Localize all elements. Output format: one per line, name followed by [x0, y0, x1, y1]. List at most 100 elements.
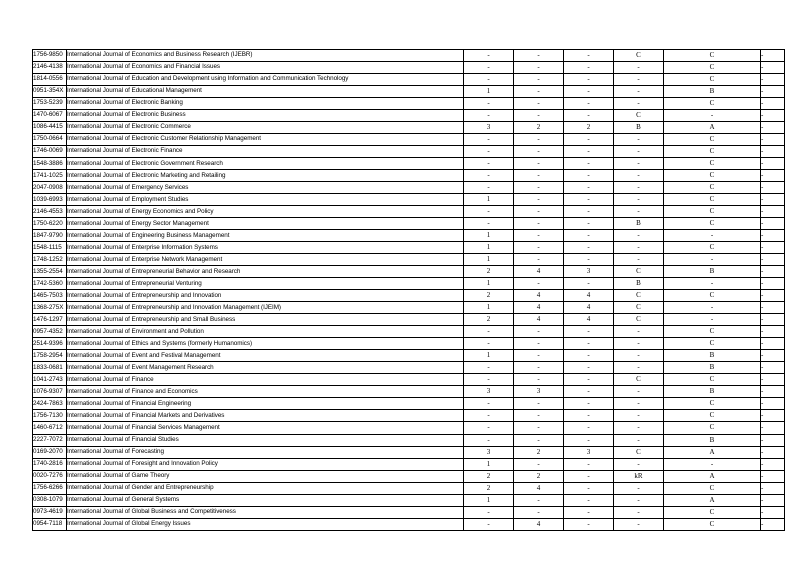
cell-journal-title: International Journal of Entrepreneurshi…: [66, 301, 464, 315]
table-row[interactable]: 2146-4553 International Journal of Energy…: [32, 205, 785, 219]
cell-issn: 1039-6993: [32, 193, 67, 207]
cell-rank-r1: -: [463, 61, 514, 75]
cell-issn: 1833-0681: [32, 361, 67, 375]
table-row[interactable]: 0308-1079 International Journal of Genera…: [32, 493, 785, 507]
table-row[interactable]: 1039-6993 International Journal of Employ…: [32, 193, 785, 207]
cell-issn: 1742-5360: [32, 277, 67, 291]
cell-rank-r3: -: [563, 169, 614, 183]
cell-rank-r2: 4: [513, 265, 564, 279]
table-row[interactable]: 0954-7118 International Journal of Global…: [32, 517, 785, 531]
cell-rank-r2: -: [513, 337, 564, 351]
cell-journal-title: International Journal of Electronic Comm…: [66, 121, 464, 135]
table-row[interactable]: 1750-0664 International Journal of Electr…: [32, 133, 785, 147]
table-row[interactable]: 1753-5239 International Journal of Electr…: [32, 97, 785, 111]
cell-rank-r1: 3: [463, 121, 514, 135]
cell-issn: 1756-7130: [32, 409, 67, 423]
cell-rank-r5: C: [663, 289, 761, 303]
cell-rank-r6: -: [760, 421, 785, 435]
cell-issn: 1741-1025: [32, 169, 67, 183]
cell-journal-title: International Journal of Electronic Mark…: [66, 169, 464, 183]
cell-rank-r2: -: [513, 145, 564, 159]
table-row[interactable]: 1750-6220 International Journal of Energy…: [32, 217, 785, 231]
cell-rank-r2: -: [513, 133, 564, 147]
table-row[interactable]: 0973-4619 International Journal of Global…: [32, 505, 785, 519]
cell-rank-r1: -: [463, 133, 514, 147]
cell-issn: 2227-7072: [32, 433, 67, 447]
table-row[interactable]: 0957-4352 International Journal of Enviro…: [32, 325, 785, 339]
cell-rank-r5: B: [663, 433, 761, 447]
cell-issn: 0973-4619: [32, 505, 67, 519]
cell-issn: 1548-3886: [32, 157, 67, 171]
cell-rank-r3: -: [563, 457, 614, 471]
cell-rank-r4: -: [613, 97, 664, 111]
cell-rank-r4: -: [613, 133, 664, 147]
table-row[interactable]: 1756-9850 International Journal of Econom…: [32, 48, 785, 63]
cell-rank-r5: C: [663, 337, 761, 351]
cell-rank-r6: -: [760, 73, 785, 87]
cell-rank-r1: -: [463, 181, 514, 195]
table-row[interactable]: 1476-1297 International Journal of Entrep…: [32, 313, 785, 327]
cell-rank-r1: 3: [463, 385, 514, 399]
table-row[interactable]: 1847-9790 International Journal of Engine…: [32, 229, 785, 243]
cell-rank-r2: -: [513, 253, 564, 267]
cell-rank-r1: 1: [463, 229, 514, 243]
table-row[interactable]: 1548-3886 International Journal of Electr…: [32, 157, 785, 171]
cell-rank-r3: -: [563, 385, 614, 399]
cell-issn: 1847-9790: [32, 229, 67, 243]
table-row[interactable]: 1460-6712 International Journal of Financ…: [32, 421, 785, 435]
table-row[interactable]: 2514-9396 International Journal of Ethics…: [32, 337, 785, 351]
cell-rank-r1: -: [463, 48, 514, 63]
cell-rank-r2: 4: [513, 301, 564, 315]
cell-rank-r5: C: [663, 157, 761, 171]
table-row[interactable]: 1748-1252 International Journal of Enterp…: [32, 253, 785, 267]
table-row[interactable]: 1086-4415 International Journal of Electr…: [32, 121, 785, 135]
cell-rank-r3: -: [563, 493, 614, 507]
table-row[interactable]: 1740-2816 International Journal of Foresi…: [32, 457, 785, 471]
table-row[interactable]: 1076-9307 International Journal of Financ…: [32, 385, 785, 399]
cell-issn: 0308-1079: [32, 493, 67, 507]
table-row[interactable]: 1548-1115 International Journal of Enterp…: [32, 241, 785, 255]
cell-rank-r3: 3: [563, 265, 614, 279]
table-row[interactable]: 1355-2554 International Journal of Entrep…: [32, 265, 785, 279]
table-row[interactable]: 2047-0908 International Journal of Emerge…: [32, 181, 785, 195]
cell-rank-r5: C: [663, 397, 761, 411]
table-row[interactable]: 1465-7503 International Journal of Entrep…: [32, 289, 785, 303]
cell-issn: 1758-2954: [32, 349, 67, 363]
cell-rank-r2: -: [513, 325, 564, 339]
table-row[interactable]: 1742-5360 International Journal of Entrep…: [32, 277, 785, 291]
cell-rank-r6: -: [760, 457, 785, 471]
cell-rank-r1: 1: [463, 457, 514, 471]
cell-rank-r4: -: [613, 193, 664, 207]
table-row[interactable]: 1758-2954 International Journal of Event …: [32, 349, 785, 363]
table-row[interactable]: 0951-354X International Journal of Educat…: [32, 85, 785, 99]
table-row[interactable]: 2146-4138 International Journal of Econom…: [32, 61, 785, 75]
cell-rank-r6: -: [760, 169, 785, 183]
table-row[interactable]: 0169-2070 International Journal of Foreca…: [32, 445, 785, 459]
table-row[interactable]: 1041-2743 International Journal of Financ…: [32, 373, 785, 387]
cell-issn: 1756-6266: [32, 481, 67, 495]
table-row[interactable]: 1756-6266 International Journal of Gender…: [32, 481, 785, 495]
table-row[interactable]: 1746-0069 International Journal of Electr…: [32, 145, 785, 159]
cell-issn: 0169-2070: [32, 445, 67, 459]
cell-rank-r3: 2: [563, 121, 614, 135]
cell-issn: 0020-7276: [32, 469, 67, 483]
cell-rank-r5: A: [663, 469, 761, 483]
table-row[interactable]: 2424-7863 International Journal of Financ…: [32, 397, 785, 411]
cell-issn: 1753-5239: [32, 97, 67, 111]
cell-rank-r5: C: [663, 421, 761, 435]
table-row[interactable]: 1814-0556 International Journal of Educat…: [32, 73, 785, 87]
table-row[interactable]: 1368-275X International Journal of Entrep…: [32, 301, 785, 315]
table-row[interactable]: 1470-6067 International Journal of Electr…: [32, 109, 785, 123]
table-row[interactable]: 1833-0681 International Journal of Event …: [32, 361, 785, 375]
table-row[interactable]: 1741-1025 International Journal of Electr…: [32, 169, 785, 183]
cell-rank-r6: -: [760, 229, 785, 243]
cell-rank-r5: C: [663, 61, 761, 75]
table-row[interactable]: 0020-7276 International Journal of Game T…: [32, 469, 785, 483]
cell-rank-r2: -: [513, 409, 564, 423]
cell-rank-r4: C: [613, 289, 664, 303]
table-row[interactable]: 2227-7072 International Journal of Financ…: [32, 433, 785, 447]
cell-rank-r2: -: [513, 181, 564, 195]
cell-rank-r6: -: [760, 265, 785, 279]
table-row[interactable]: 1756-7130 International Journal of Financ…: [32, 409, 785, 423]
cell-rank-r1: -: [463, 421, 514, 435]
